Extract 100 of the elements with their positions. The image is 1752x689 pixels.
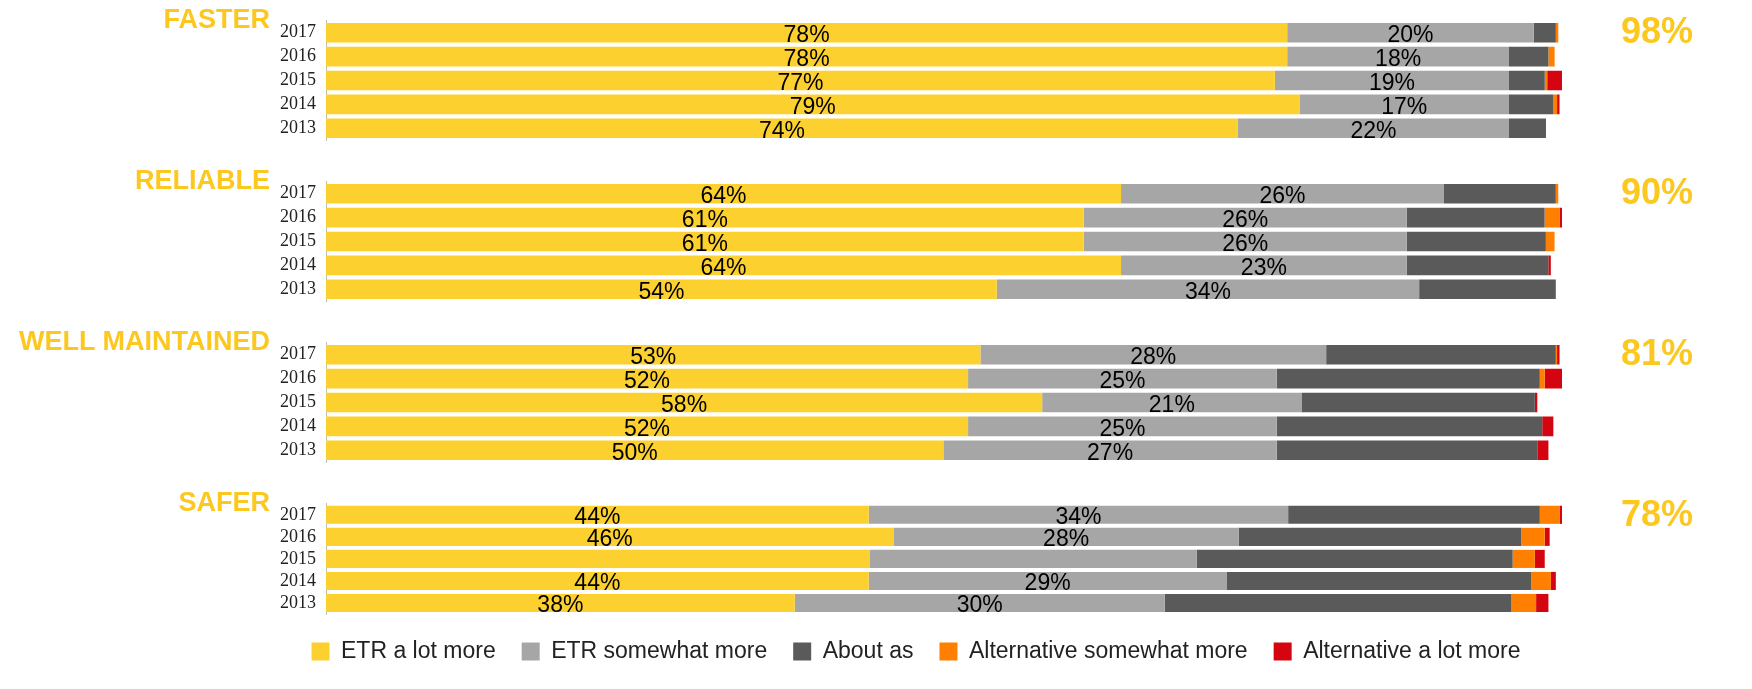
bar bbox=[1301, 392, 1535, 413]
legend-label: Alternative a lot more bbox=[1303, 636, 1521, 663]
bar bbox=[1512, 549, 1535, 568]
bar bbox=[326, 118, 1238, 139]
bar bbox=[326, 94, 1300, 115]
bar bbox=[1042, 392, 1302, 413]
bar bbox=[326, 70, 1275, 91]
y-tick-label: 2015 bbox=[280, 69, 316, 90]
data-label: 52% bbox=[624, 414, 671, 441]
bar bbox=[943, 440, 1277, 461]
bar bbox=[1550, 571, 1556, 590]
bar bbox=[326, 231, 1084, 252]
bar bbox=[1326, 344, 1556, 365]
data-label: 17% bbox=[1381, 92, 1428, 119]
bar bbox=[893, 527, 1239, 546]
text: 78% bbox=[1619, 493, 1695, 535]
bar bbox=[1548, 255, 1551, 276]
bar bbox=[1288, 505, 1540, 524]
legend-label: Alternative somewhat more bbox=[968, 636, 1248, 663]
y-tick-label: 2017 bbox=[280, 343, 316, 364]
bar bbox=[326, 279, 997, 300]
bar bbox=[868, 505, 1289, 524]
bar bbox=[1509, 118, 1546, 139]
data-label: 77% bbox=[777, 68, 824, 95]
bar bbox=[326, 392, 1043, 413]
bar bbox=[1539, 505, 1560, 524]
data-label: 50% bbox=[611, 438, 658, 465]
legend-label: ETR a lot more bbox=[341, 636, 496, 663]
bar bbox=[1547, 70, 1562, 91]
bar bbox=[1533, 22, 1556, 43]
bar bbox=[326, 440, 944, 461]
bar bbox=[1196, 549, 1513, 568]
bar bbox=[1511, 593, 1537, 613]
chart-title: RELIABLE bbox=[134, 164, 270, 196]
bar bbox=[1557, 94, 1560, 115]
bar bbox=[794, 593, 1165, 613]
bar bbox=[326, 505, 869, 524]
bar bbox=[1509, 70, 1545, 91]
bar bbox=[1083, 231, 1407, 252]
data-label: 54% bbox=[638, 277, 685, 304]
data-label: 79% bbox=[789, 92, 836, 119]
legend-label: About as bbox=[822, 636, 914, 663]
data-label: 27% bbox=[1087, 438, 1134, 465]
y-tick-label: 2016 bbox=[280, 367, 316, 388]
bar bbox=[1509, 94, 1554, 115]
data-label: 22% bbox=[1350, 116, 1397, 143]
bar bbox=[326, 207, 1084, 228]
bar bbox=[968, 416, 1277, 437]
y-tick-label: 2016 bbox=[280, 45, 316, 66]
bar bbox=[1544, 527, 1550, 546]
bar bbox=[1539, 368, 1545, 389]
y-tick-label: 2014 bbox=[280, 569, 316, 590]
bar bbox=[1544, 368, 1562, 389]
legend-label: ETR somewhat more bbox=[551, 636, 768, 663]
bar bbox=[1121, 183, 1444, 204]
y-tick-label: 2017 bbox=[280, 21, 316, 42]
y-tick-label: 2015 bbox=[280, 391, 316, 412]
y-tick-label: 2013 bbox=[280, 277, 316, 298]
bar bbox=[996, 279, 1420, 300]
bar bbox=[1121, 255, 1407, 276]
bar bbox=[1419, 279, 1556, 300]
y-tick-label: 2016 bbox=[280, 525, 316, 546]
bar bbox=[326, 46, 1288, 67]
text: 81% bbox=[1619, 332, 1695, 374]
text: 90% bbox=[1619, 171, 1695, 213]
bar bbox=[326, 549, 870, 568]
bar bbox=[326, 527, 894, 546]
data-label: 29% bbox=[1024, 569, 1071, 596]
chart-title: WELL MAINTAINED bbox=[18, 325, 270, 357]
y-tick-label: 2014 bbox=[280, 415, 316, 436]
data-label: 61% bbox=[681, 229, 728, 256]
bar bbox=[1537, 440, 1549, 461]
y-tick-label: 2014 bbox=[280, 93, 316, 114]
y-tick-label: 2013 bbox=[280, 438, 316, 459]
bar bbox=[1542, 416, 1554, 437]
data-label: 23% bbox=[1240, 253, 1287, 280]
bar bbox=[326, 255, 1122, 276]
y-tick-label: 2013 bbox=[280, 116, 316, 137]
y-tick-label: 2015 bbox=[280, 547, 316, 568]
text: 98% bbox=[1619, 10, 1695, 52]
bar bbox=[1443, 183, 1556, 204]
bar bbox=[326, 22, 1288, 43]
data-label: 74% bbox=[758, 116, 805, 143]
bar bbox=[1531, 571, 1551, 590]
y-tick-label: 2013 bbox=[280, 591, 316, 612]
bar bbox=[869, 549, 1197, 568]
bar bbox=[1509, 46, 1549, 67]
data-label: 26% bbox=[1222, 229, 1269, 256]
bar bbox=[1406, 231, 1546, 252]
data-label: 64% bbox=[700, 253, 747, 280]
bar bbox=[326, 344, 981, 365]
bar bbox=[1406, 207, 1545, 228]
bar bbox=[1548, 46, 1555, 67]
data-label: 58% bbox=[661, 390, 708, 417]
bar bbox=[980, 344, 1327, 365]
bar bbox=[1287, 22, 1534, 43]
bar bbox=[1164, 593, 1512, 613]
bar bbox=[1534, 549, 1545, 568]
bar bbox=[326, 183, 1122, 204]
bar bbox=[326, 416, 969, 437]
